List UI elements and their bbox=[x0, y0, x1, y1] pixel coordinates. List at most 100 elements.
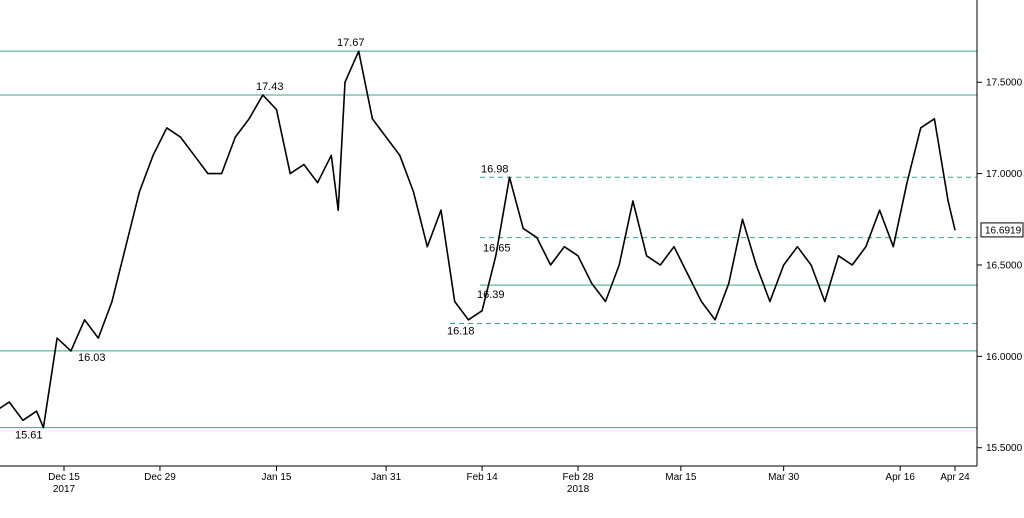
price-point bbox=[467, 319, 469, 321]
year-label: 2018 bbox=[567, 484, 590, 495]
price-point bbox=[426, 246, 428, 248]
price-point bbox=[221, 173, 223, 175]
price-point bbox=[399, 154, 401, 156]
price-point bbox=[138, 191, 140, 193]
price-point bbox=[262, 94, 264, 96]
price-point bbox=[454, 300, 456, 303]
price-line bbox=[0, 50, 956, 429]
price-point bbox=[179, 136, 182, 138]
price-point bbox=[412, 191, 415, 193]
y-tick-label: 16.0000 bbox=[986, 352, 1023, 363]
x-tick-label: Mar 30 bbox=[768, 472, 800, 483]
price-point bbox=[275, 109, 278, 111]
price-point bbox=[618, 264, 620, 266]
support-resistance-levels bbox=[0, 50, 977, 429]
x-tick-label: Apr 16 bbox=[885, 472, 915, 483]
price-point bbox=[796, 246, 798, 248]
y-tick-label: 17.5000 bbox=[986, 78, 1023, 89]
x-tick-label: Mar 15 bbox=[665, 472, 697, 483]
price-point bbox=[42, 427, 45, 429]
price-point bbox=[522, 227, 524, 230]
year-label: 2017 bbox=[53, 484, 76, 495]
price-point bbox=[892, 246, 894, 248]
x-tick-label: Feb 14 bbox=[467, 472, 499, 483]
price-point bbox=[481, 310, 483, 312]
price-point bbox=[865, 246, 867, 248]
price-point bbox=[824, 300, 826, 303]
level-label-16-98: 16.98 bbox=[481, 163, 509, 175]
price-point bbox=[337, 209, 339, 211]
price-point bbox=[604, 300, 607, 303]
price-point bbox=[508, 176, 511, 178]
x-tick-label: Apr 24 bbox=[940, 472, 970, 483]
price-point bbox=[741, 218, 744, 220]
level-label-16-65: 16.65 bbox=[483, 243, 511, 255]
price-point bbox=[125, 246, 127, 248]
price-point bbox=[954, 229, 956, 231]
price-point bbox=[22, 419, 24, 421]
price-point bbox=[358, 50, 360, 52]
price-point bbox=[577, 255, 579, 257]
price-point bbox=[193, 154, 195, 156]
price-point bbox=[303, 163, 305, 166]
x-tick-label: Feb 28 bbox=[562, 472, 594, 483]
price-point bbox=[810, 264, 812, 266]
price-point bbox=[385, 136, 387, 138]
level-label-16-39: 16.39 bbox=[477, 289, 505, 301]
level-label-16-03: 16.03 bbox=[78, 352, 106, 364]
price-point bbox=[97, 337, 99, 339]
y-tick-label: 16.5000 bbox=[986, 260, 1023, 271]
x-tick-label: Jan 15 bbox=[261, 472, 291, 483]
level-label-17-43: 17.43 bbox=[256, 81, 284, 93]
price-series bbox=[0, 50, 956, 429]
current-value-label: 16.6919 bbox=[985, 225, 1022, 236]
price-point bbox=[947, 200, 949, 202]
price-point bbox=[56, 337, 58, 339]
y-tick-label: 15.5000 bbox=[986, 443, 1023, 454]
price-point bbox=[769, 300, 771, 303]
price-point bbox=[591, 282, 593, 284]
price-point bbox=[207, 173, 209, 175]
current-value-box bbox=[980, 222, 1024, 238]
price-point bbox=[289, 173, 291, 175]
price-point bbox=[563, 246, 565, 248]
price-point bbox=[536, 236, 538, 239]
price-point bbox=[371, 118, 374, 120]
price-point bbox=[330, 154, 332, 156]
price-point bbox=[920, 127, 922, 129]
price-point bbox=[234, 136, 236, 138]
price-point bbox=[687, 273, 689, 275]
price-point bbox=[111, 300, 113, 303]
x-tick-label: Jan 31 bbox=[371, 472, 401, 483]
price-point bbox=[851, 264, 853, 266]
x-tick-label: Dec 29 bbox=[144, 472, 176, 483]
price-point bbox=[550, 264, 552, 266]
price-point bbox=[632, 200, 634, 202]
price-point bbox=[659, 264, 661, 266]
price-point bbox=[783, 264, 785, 266]
price-point bbox=[83, 319, 86, 321]
level-label-16-18: 16.18 bbox=[447, 325, 475, 337]
price-point bbox=[440, 209, 442, 211]
price-point bbox=[166, 127, 168, 129]
price-point bbox=[700, 300, 703, 303]
price-point bbox=[755, 264, 757, 266]
price-point bbox=[495, 255, 497, 257]
price-point bbox=[70, 350, 72, 352]
level-label-15-61: 15.61 bbox=[15, 430, 43, 442]
axes: 15.5000 16.0000 16.5000 17.0000 17.5000 16.69… bbox=[0, 0, 1024, 495]
price-point bbox=[645, 255, 648, 257]
price-point bbox=[879, 209, 881, 211]
price-point bbox=[8, 401, 10, 403]
y-tick-label: 17.0000 bbox=[986, 169, 1023, 180]
price-point bbox=[152, 154, 154, 156]
price-point bbox=[933, 118, 936, 120]
price-point bbox=[35, 410, 38, 412]
price-point bbox=[728, 282, 730, 284]
price-point bbox=[837, 255, 840, 257]
price-point bbox=[248, 118, 250, 120]
price-point bbox=[714, 319, 716, 321]
price-point bbox=[673, 246, 675, 248]
x-tick-label: Dec 15 bbox=[48, 472, 80, 483]
